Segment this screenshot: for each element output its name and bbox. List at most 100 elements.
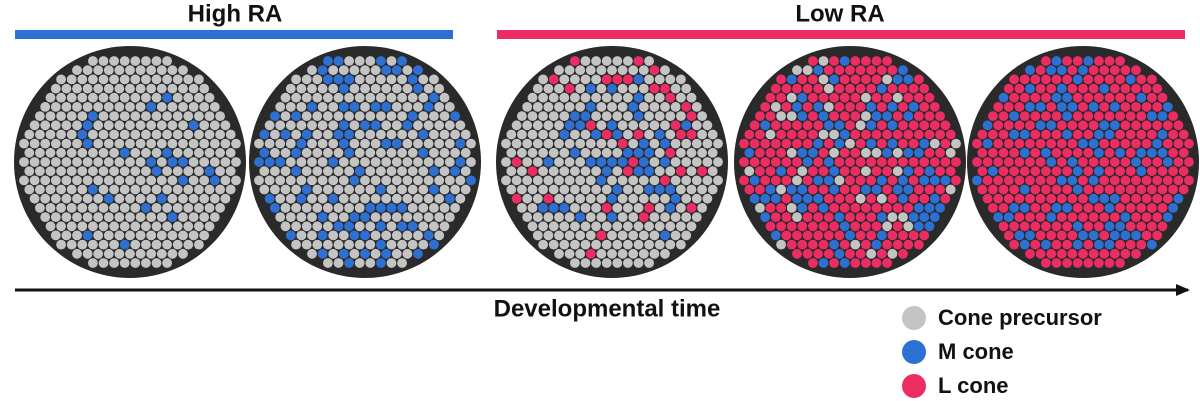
- cone-cell: [1041, 56, 1051, 66]
- cone-cell: [24, 166, 35, 177]
- cone-cell: [628, 83, 639, 94]
- cone-cell: [1152, 157, 1163, 167]
- cone-cell: [760, 157, 771, 167]
- cone-cell: [98, 74, 109, 85]
- cone-cell: [511, 138, 522, 149]
- cone-cell: [66, 129, 77, 140]
- cone-cell: [40, 138, 51, 149]
- cone-cell: [601, 147, 612, 158]
- cone-cell: [93, 65, 104, 76]
- cone-cell: [570, 129, 580, 140]
- cone-cell: [291, 111, 301, 121]
- cone-cell: [24, 184, 35, 195]
- cone-cell: [1131, 83, 1141, 94]
- cone-cell: [919, 138, 930, 149]
- cone-cell: [280, 203, 291, 213]
- cone-cell: [1109, 175, 1120, 186]
- cone-cell: [225, 129, 236, 140]
- cone-cell: [141, 92, 151, 103]
- cone-cell: [580, 92, 591, 103]
- cone-cell: [360, 193, 370, 204]
- cone-cell: [1109, 120, 1120, 131]
- cone-cell: [130, 56, 141, 66]
- cone-cell: [1067, 175, 1078, 186]
- cone-cell: [391, 212, 402, 223]
- cone-cell: [660, 65, 670, 76]
- cone-cell: [929, 157, 940, 167]
- cone-cell: [460, 129, 471, 140]
- cone-cell: [1168, 129, 1178, 140]
- cone-cell: [628, 65, 639, 76]
- cone-cell: [209, 120, 220, 131]
- cone-cell: [1046, 157, 1057, 167]
- cone-cell: [1104, 258, 1115, 268]
- cone-cell: [681, 230, 692, 241]
- cone-cell: [511, 175, 522, 186]
- cone-cell: [1131, 212, 1141, 223]
- cone-cell: [861, 92, 871, 103]
- cone-cell: [1078, 83, 1088, 94]
- cone-cell: [570, 111, 580, 121]
- cone-cell: [413, 65, 423, 76]
- cone-cell: [559, 239, 570, 250]
- cone-cell: [1125, 147, 1136, 158]
- cone-cell: [511, 193, 522, 204]
- cone-cell: [739, 175, 749, 186]
- cone-cell: [135, 157, 146, 167]
- cone-cell: [194, 184, 204, 195]
- cone-cell: [1104, 56, 1115, 66]
- cone-cell: [370, 65, 381, 76]
- cone-cell: [1014, 157, 1025, 167]
- cone-cell: [638, 212, 649, 223]
- cone-cell: [1051, 258, 1062, 268]
- cone-cell: [77, 129, 88, 140]
- cone-cell: [623, 56, 633, 66]
- cone-cell: [254, 175, 264, 186]
- cone-cell: [887, 65, 898, 76]
- cone-cell: [98, 56, 109, 66]
- cone-cell: [391, 157, 402, 167]
- cone-cell: [333, 74, 344, 85]
- cone-cell: [559, 203, 570, 213]
- cone-cell: [407, 239, 418, 250]
- cone-cell: [328, 138, 339, 149]
- cone-cell: [1051, 166, 1062, 177]
- cone-cell: [612, 129, 623, 140]
- cone-cell: [1046, 175, 1057, 186]
- cone-cell: [1115, 184, 1125, 195]
- cone-cell: [623, 92, 633, 103]
- cone-cell: [1162, 175, 1173, 186]
- cone-cell: [1003, 230, 1014, 241]
- cone-cell: [702, 193, 713, 204]
- cone-cell: [130, 239, 141, 250]
- cone-cell: [543, 120, 554, 131]
- cone-cell: [275, 193, 286, 204]
- cone-cell: [338, 157, 349, 167]
- cone-cell: [1094, 258, 1104, 268]
- high-ra-label: High RA: [188, 0, 283, 27]
- cone-cell: [1083, 203, 1094, 213]
- cone-cell: [617, 102, 628, 112]
- cone-cell: [548, 74, 559, 85]
- cone-cell: [903, 184, 914, 195]
- cone-cell: [596, 102, 607, 112]
- cone-cell: [638, 83, 649, 94]
- cone-cell: [1009, 147, 1019, 158]
- cone-cell: [103, 120, 114, 131]
- cone-cell: [559, 111, 570, 121]
- cone-cell: [156, 193, 167, 204]
- cone-cell: [98, 258, 109, 268]
- cone-cell: [178, 65, 188, 76]
- cone-cell: [280, 166, 291, 177]
- cone-cell: [88, 166, 98, 177]
- cone-cell: [945, 129, 956, 140]
- cone-cell: [575, 248, 586, 259]
- cone-cell: [301, 221, 312, 232]
- cone-cell: [570, 258, 580, 268]
- cone-cell: [940, 175, 951, 186]
- cone-cell: [570, 166, 580, 177]
- cone-cell: [61, 102, 72, 112]
- cone-cell: [125, 175, 135, 186]
- cone-cell: [413, 193, 423, 204]
- cone-cell: [1115, 239, 1125, 250]
